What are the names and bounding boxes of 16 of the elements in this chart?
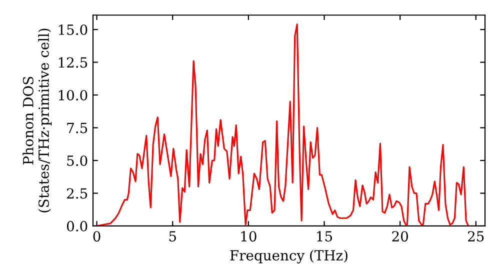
y-tick-label: 15.0 xyxy=(58,24,88,35)
y-tick-label: 0.0 xyxy=(66,220,88,232)
x-axis-title: Frequency (THz) xyxy=(230,250,348,264)
line-series xyxy=(96,24,470,226)
y-tick-label: 5.0 xyxy=(67,155,88,166)
x-tick-label: 0 xyxy=(93,231,100,242)
y-tick-label: 7.5 xyxy=(67,122,88,134)
y-tick-label: 10.0 xyxy=(58,90,88,100)
x-tick-label: 20 xyxy=(392,231,408,242)
x-tick-label: 5 xyxy=(169,231,176,242)
y-axis-title: Phonon DOS (States/THz·primitive cell) xyxy=(22,28,52,212)
x-tick-label: 15 xyxy=(317,231,332,242)
y-tick-label: 12.5 xyxy=(58,57,88,68)
y-tick-label: 2.5 xyxy=(66,188,88,199)
x-tick-label: 25 xyxy=(468,231,484,242)
x-tick-label: 10 xyxy=(241,231,256,242)
